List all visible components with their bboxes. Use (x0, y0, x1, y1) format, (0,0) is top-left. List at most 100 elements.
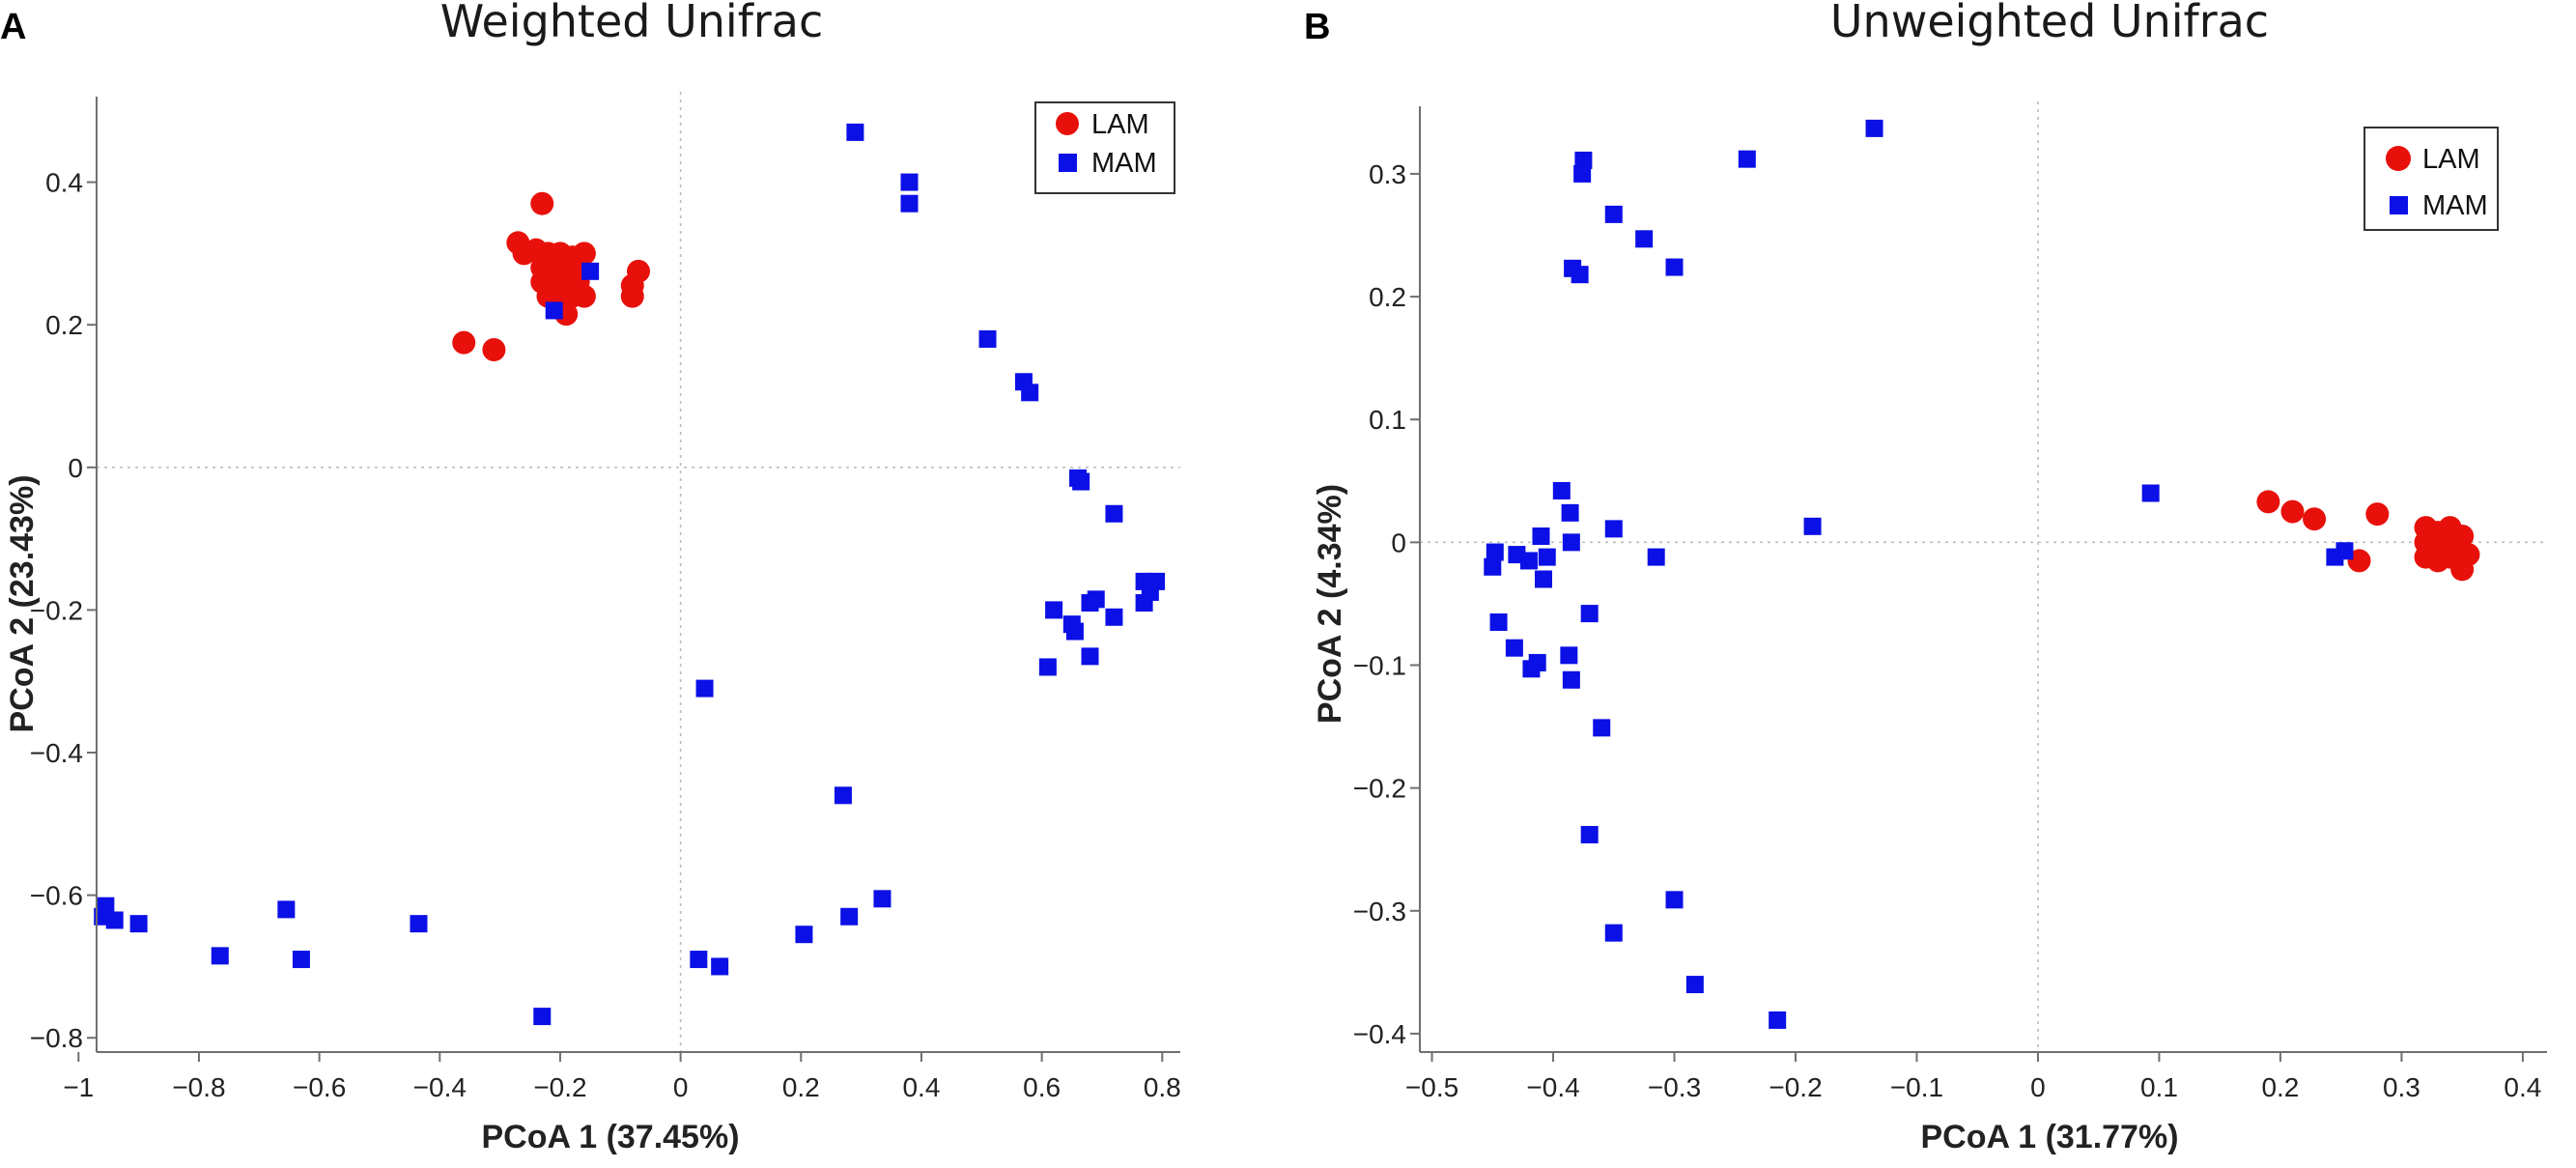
panel-b-y-tick-label: −0.3 (1353, 897, 1406, 926)
mam-point (1484, 557, 1502, 576)
panel-b-y-tick-label: 0 (1391, 527, 1406, 557)
mam-point (834, 786, 852, 805)
panel-a-legend-mam-label: MAM (1091, 148, 1157, 179)
mam-point (129, 915, 148, 933)
mam-point (1604, 520, 1623, 538)
mam-point (1519, 552, 1538, 570)
mam-point (840, 907, 859, 926)
panel-b-y-tick-label: −0.1 (1353, 651, 1406, 681)
lam-point (2365, 502, 2390, 527)
mam-point (545, 301, 563, 320)
mam-point (1685, 976, 1704, 994)
lam-point (2280, 499, 2305, 524)
mam-point (1573, 164, 1592, 183)
lam-point (2303, 507, 2327, 531)
panel-a-y-tick-label: 0.2 (45, 310, 83, 340)
mam-point (1738, 150, 1756, 168)
mam-point (690, 951, 708, 969)
lam-point (620, 284, 644, 308)
panel-b-legend: LAM MAM (2364, 127, 2499, 231)
mam-point (1552, 481, 1571, 499)
panel-b-title: Unweighted Unifrac (1830, 0, 2269, 47)
panel-a-y-tick-label: −0.6 (30, 881, 83, 911)
mam-point (1105, 504, 1123, 523)
panel-b-x-tick-label: 0.2 (2261, 1072, 2299, 1102)
panel-b-x-axis-label: PCoA 1 (31.77%) (1920, 1119, 2178, 1155)
mam-point (1562, 533, 1580, 552)
mam-point (1665, 258, 1684, 276)
panel-a-y-tick-label: −0.8 (30, 1023, 83, 1053)
panel-a-x-tick-label: −0.2 (533, 1072, 586, 1102)
mam-point (1635, 230, 1654, 248)
mam-point (1538, 548, 1556, 566)
panel-b-unweighted-unifrac: B Unweighted Unifrac PCoA 1 (31.77%) PCo… (1304, 0, 2547, 1155)
panel-b-x-tick-label: −0.4 (1526, 1072, 1579, 1102)
mam-point (1081, 647, 1099, 666)
panel-b-y-tick-label: 0.2 (1369, 282, 1406, 312)
panel-a-legend-lam-marker (1056, 112, 1079, 135)
panel-a-legend: LAM MAM (1034, 101, 1175, 194)
panel-a-x-tick-label: −0.8 (172, 1072, 225, 1102)
mam-point (1489, 613, 1508, 631)
mam-point (695, 679, 714, 698)
mam-point (1865, 119, 1883, 137)
panel-a-legend-lam-label: LAM (1091, 109, 1149, 140)
lam-point (627, 259, 650, 283)
panel-a-x-tick-label: 0 (673, 1072, 689, 1102)
panel-b-letter: B (1304, 7, 1330, 47)
mam-point (1580, 605, 1599, 623)
mam-point (1580, 825, 1599, 843)
mam-point (2335, 542, 2354, 560)
mam-point (1021, 384, 1039, 402)
mam-point (581, 262, 600, 280)
mam-point (978, 329, 997, 348)
panel-b-data-points (1484, 119, 2480, 1029)
panel-a-data-points (94, 123, 1166, 1026)
panel-b-x-ticks: −0.5 −0.4 −0.3 −0.2 −0.1 0 0.1 0.2 0.3 0.4 (1405, 1052, 2541, 1102)
panel-b-y-axis-label: PCoA 2 (4.34%) (1312, 484, 1348, 724)
mam-point (846, 123, 864, 141)
mam-point (1665, 891, 1684, 909)
panel-b-legend-mam-label: MAM (2422, 190, 2488, 221)
mam-point (1562, 670, 1580, 689)
lam-point (572, 284, 596, 308)
panel-b-y-ticks: −0.4 −0.3 −0.2 −0.1 0 0.1 0.2 0.3 (1353, 159, 1420, 1049)
mam-point (900, 173, 919, 191)
mam-point (1135, 594, 1153, 612)
mam-point (410, 915, 428, 933)
mam-point (292, 951, 310, 969)
panel-a-y-axis-label: PCoA 2 (23.43%) (4, 474, 41, 732)
panel-b-legend-mam-marker (2390, 196, 2408, 214)
mam-point (533, 1008, 552, 1026)
panel-b-y-tick-label: 0.1 (1369, 405, 1406, 435)
lam-point (2450, 557, 2475, 582)
panel-a-letter: A (0, 7, 26, 47)
panel-a-y-tick-label: −0.4 (30, 738, 83, 768)
panel-b-x-tick-label: −0.2 (1769, 1072, 1822, 1102)
panel-a-x-tick-label: −0.6 (293, 1072, 346, 1102)
panel-a-weighted-unifrac: A Weighted Unifrac PCoA 1 (37.45%) PCoA … (0, 0, 1181, 1155)
panel-b-y-tick-label: −0.2 (1353, 774, 1406, 804)
panel-b-x-tick-label: 0 (2030, 1072, 2046, 1102)
lam-point (2347, 549, 2371, 573)
panel-a-x-ticks: −1 −0.8 −0.6 −0.4 −0.2 0 0.2 0.4 0.6 0.8 (63, 1052, 1181, 1102)
panel-a-x-tick-label: 0.6 (1023, 1072, 1061, 1102)
panel-b-legend-lam-marker (2386, 146, 2411, 171)
mam-point (211, 947, 229, 965)
panel-a-y-tick-label: 0.4 (45, 168, 83, 198)
mam-point (873, 890, 892, 908)
mam-point (1072, 472, 1090, 491)
mam-point (1561, 503, 1579, 522)
mam-point (1532, 527, 1550, 545)
mam-point (1486, 543, 1504, 561)
mam-point (1647, 548, 1665, 566)
lam-point (572, 242, 596, 266)
mam-point (1081, 594, 1099, 612)
mam-point (1505, 639, 1523, 657)
panel-b-x-tick-label: −0.5 (1405, 1072, 1458, 1102)
mam-point (711, 957, 729, 976)
mam-point (1571, 266, 1589, 284)
panel-b-y-tick-label: −0.4 (1353, 1019, 1406, 1049)
lam-point (452, 330, 476, 355)
